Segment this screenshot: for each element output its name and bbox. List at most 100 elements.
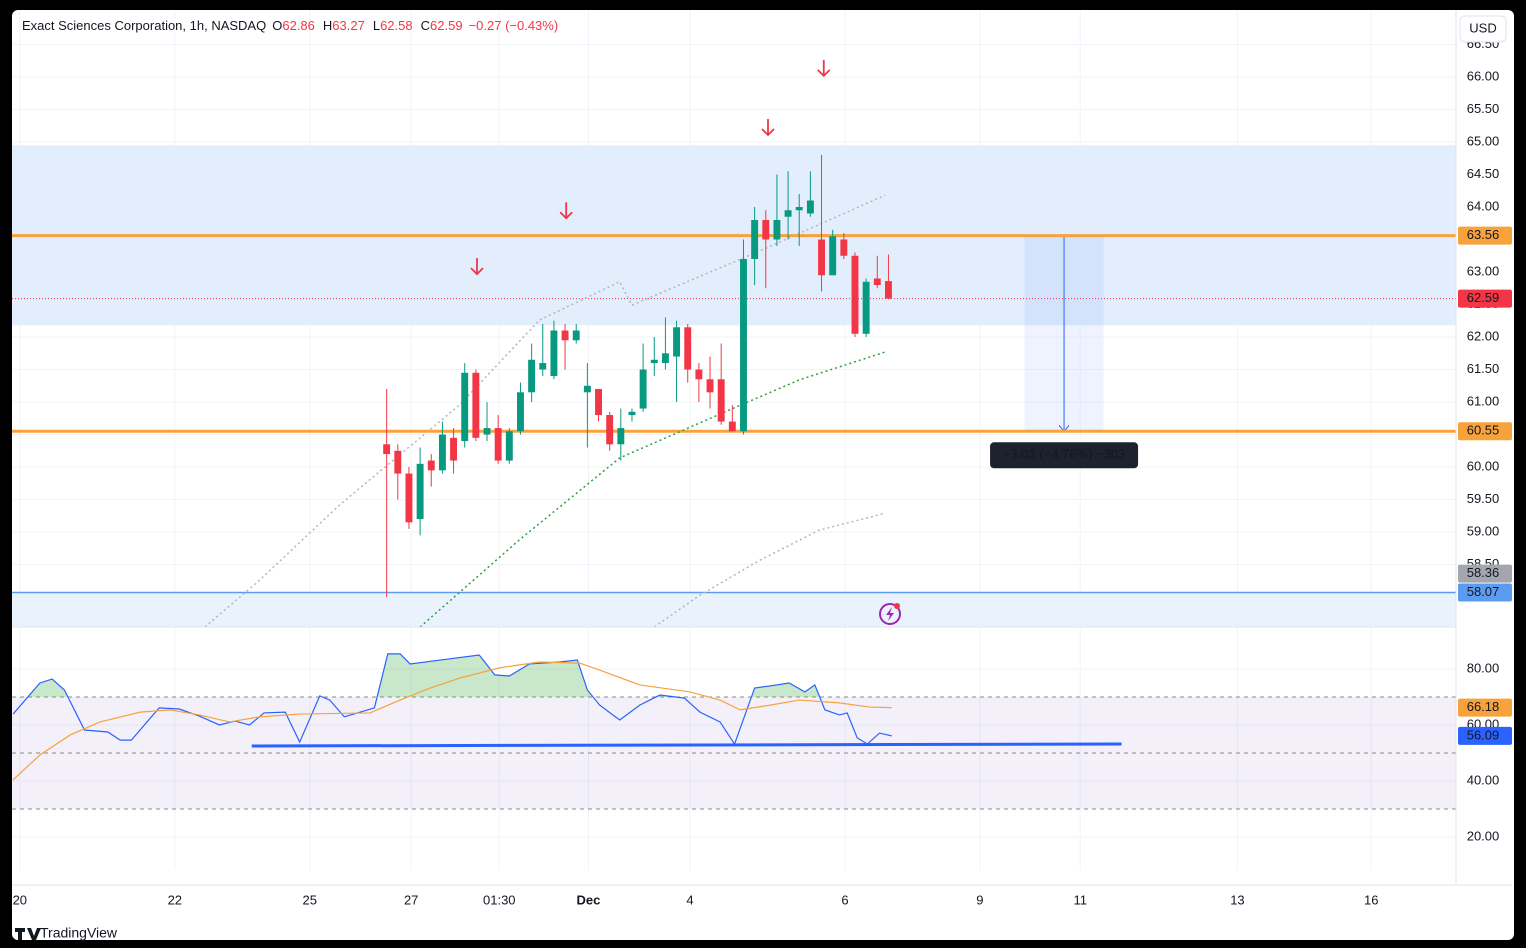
candle-body (472, 372, 480, 438)
legend-value: 62.59 (430, 18, 463, 33)
candle-body (383, 444, 391, 455)
rsi-label: 66.18 (1467, 699, 1500, 714)
rsi-pane (12, 653, 1456, 810)
candle-body (438, 434, 446, 471)
candle-body (416, 463, 424, 520)
rsi-line (12, 661, 892, 781)
x-tick-label: 9 (976, 892, 983, 907)
candle-body (829, 236, 837, 276)
candle-body (728, 421, 736, 432)
overlay-line (204, 194, 886, 627)
legend-key: O (272, 18, 282, 33)
price-label-box (1458, 422, 1512, 441)
zone (12, 592, 1456, 627)
x-tick-label: 01:30 (483, 892, 516, 907)
currency-button[interactable] (1459, 15, 1507, 43)
candle-body (483, 428, 491, 435)
x-tick-label: 11 (1073, 892, 1087, 907)
candle-body (762, 220, 770, 240)
y-tick-label: 62.00 (1467, 328, 1500, 343)
measure-label: −3.03 (−4.76%) −303 (1003, 447, 1126, 462)
legend-key: H (323, 18, 332, 33)
front-layer: 20 22 25 27 01:30 Dec 4 6 9 11 13 1666.5066.0065.50… (13, 36, 1512, 907)
candle-body (840, 239, 848, 256)
alert-icon[interactable] (879, 603, 901, 625)
x-tick-label: 6 (841, 892, 848, 907)
x-tick-label: 20 (13, 892, 27, 907)
price-label-box (1458, 226, 1512, 245)
measure-label-box (990, 442, 1139, 469)
candle-body (539, 363, 547, 370)
candle-body (617, 428, 625, 445)
candle-body (862, 281, 870, 334)
candle-body (773, 220, 781, 240)
legend-key: C (421, 18, 430, 33)
candle-body (595, 389, 602, 416)
price-label: 58.07 (1467, 584, 1500, 599)
price-label-box (1458, 583, 1512, 602)
y-tick-label: 20.00 (1467, 828, 1500, 843)
candle-body (405, 473, 413, 523)
candle-body (873, 278, 881, 286)
y-tick-label: 61.00 (1467, 393, 1500, 408)
candle-body (628, 411, 636, 416)
candle-body (505, 431, 513, 461)
y-tick-label: 40.00 (1467, 772, 1500, 787)
rsi-label: 56.09 (1467, 727, 1500, 742)
candle-body (740, 259, 747, 432)
candle-body (706, 379, 714, 393)
y-tick-label: 59.00 (1467, 524, 1500, 539)
brand: TradingView (40, 925, 118, 941)
price-label: 60.55 (1467, 423, 1500, 438)
price-label: 63.56 (1467, 227, 1500, 242)
y-tick-label: 64.00 (1467, 198, 1500, 213)
brand-logo (15, 928, 41, 940)
candle-body (517, 392, 524, 432)
x-tick-label: 27 (404, 892, 418, 907)
x-tick-label: 4 (686, 892, 693, 907)
title: Exact Sciences Corporation, 1h, NASDAQ (22, 18, 266, 33)
candle-body (784, 210, 792, 217)
legend-value: 62.58 (380, 18, 413, 33)
y-tick-label: 66.00 (1467, 68, 1500, 83)
candle-body (695, 369, 703, 380)
x-tick-label: 25 (302, 892, 316, 907)
marker-arrow (761, 119, 775, 137)
price-label: 58.36 (1467, 565, 1500, 580)
candle-body (528, 359, 536, 393)
legend-key: L (373, 18, 380, 33)
legend-value: 63.27 (332, 18, 365, 33)
candle-body (550, 330, 558, 377)
y-tick-label: 65.00 (1467, 133, 1500, 148)
candle-body (684, 327, 692, 370)
candle-body (751, 220, 759, 260)
candle-body (806, 200, 814, 214)
candle-body (583, 385, 591, 393)
candle-body (717, 379, 725, 422)
candle-body (851, 255, 859, 334)
back-layer (12, 10, 1456, 870)
candle-body (427, 460, 435, 471)
y-tick-label: 63.00 (1467, 263, 1500, 278)
candle-body (461, 372, 469, 442)
candle-body (650, 359, 658, 364)
header: Exact Sciences Corporation, 1h, NASDAQ O 6… (22, 18, 558, 33)
y-tick-label: 61.50 (1467, 361, 1500, 376)
price-label: 62.59 (1467, 290, 1500, 305)
rsi-line (12, 653, 892, 746)
x-tick-label: 22 (168, 892, 182, 907)
x-tick-label: Dec (577, 892, 601, 907)
price-label-box (1458, 564, 1512, 583)
candle-body (673, 327, 681, 357)
marker-arrow (559, 202, 573, 220)
candle-body (661, 353, 669, 364)
rsi-label-box (1458, 726, 1512, 745)
y-tick-label: 65.50 (1467, 101, 1500, 116)
candle-body (394, 450, 402, 474)
rsi-label-box (1458, 698, 1512, 717)
currency[interactable]: USD (1469, 20, 1496, 35)
candle-body (818, 239, 825, 276)
trend-line (251, 742, 1122, 748)
